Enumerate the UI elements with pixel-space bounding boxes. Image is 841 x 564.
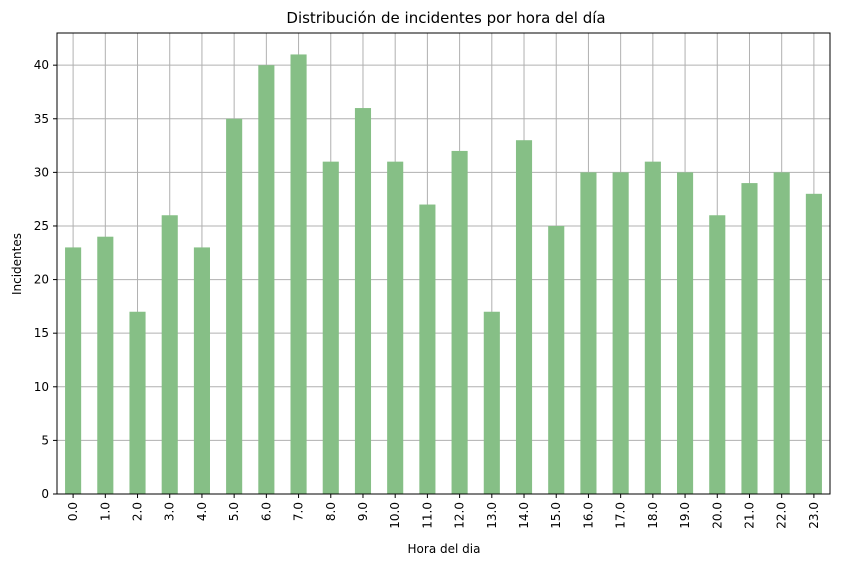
bar-23.0 xyxy=(805,193,822,494)
y-tick-label: 40 xyxy=(34,58,49,72)
bar-0.0 xyxy=(65,247,82,494)
x-tick-label: 2.0 xyxy=(131,502,145,521)
bar-20.0 xyxy=(709,215,726,495)
y-tick-label: 20 xyxy=(34,273,49,287)
x-axis-label: Hora del dia xyxy=(408,542,481,556)
bar-2.0 xyxy=(129,311,146,494)
bar-10.0 xyxy=(387,161,404,494)
bar-5.0 xyxy=(226,118,243,494)
bar-14.0 xyxy=(515,140,533,495)
x-tick-label: 1.0 xyxy=(98,502,112,521)
x-tick-label: 9.0 xyxy=(356,502,370,521)
x-tick-label: 18.0 xyxy=(646,502,660,529)
x-tick-label: 16.0 xyxy=(581,502,595,529)
y-tick-label: 25 xyxy=(34,219,49,233)
y-axis-label: Incidentes xyxy=(10,233,24,295)
x-tick-label: 22.0 xyxy=(775,502,789,529)
bar-17.0 xyxy=(612,172,629,495)
bar-11.0 xyxy=(419,204,436,494)
bar-22.0 xyxy=(773,172,790,495)
x-tick-label: 14.0 xyxy=(517,502,531,529)
x-tick-label: 13.0 xyxy=(485,502,499,529)
y-tick-label: 5 xyxy=(41,433,49,447)
bar-1.0 xyxy=(97,236,114,494)
bar-18.0 xyxy=(644,161,661,494)
x-tick-label: 17.0 xyxy=(614,502,628,529)
bar-layer xyxy=(65,54,822,495)
x-tick-label: 15.0 xyxy=(549,502,563,529)
bar-3.0 xyxy=(161,215,178,495)
bar-19.0 xyxy=(677,172,694,495)
bar-13.0 xyxy=(483,311,500,494)
x-tick-label: 8.0 xyxy=(324,502,338,521)
bar-12.0 xyxy=(451,150,468,494)
bar-16.0 xyxy=(580,172,597,495)
axis-layer: 0 5 10 15 20 25 30 35 40 0.0 1.0 2.0 3.0 4.0 5.0 6.0 7.0… xyxy=(34,58,821,529)
x-tick-label: 5.0 xyxy=(227,502,241,521)
x-tick-label: 20.0 xyxy=(710,502,724,529)
bar-9.0 xyxy=(354,108,372,494)
y-tick-label: 30 xyxy=(34,165,49,179)
plot-frame xyxy=(56,32,831,495)
x-tick-label: 21.0 xyxy=(742,502,756,529)
x-tick-label: 4.0 xyxy=(195,502,209,521)
bar-7.0 xyxy=(290,54,307,494)
chart-title: Distribución de incidentes por hora del … xyxy=(286,9,605,27)
bar-21.0 xyxy=(741,183,758,494)
x-tick-label: 0.0 xyxy=(66,502,80,521)
x-tick-label: 19.0 xyxy=(678,502,692,529)
x-tick-label: 6.0 xyxy=(259,502,273,521)
bar-8.0 xyxy=(322,161,339,494)
y-tick-label: 35 xyxy=(34,112,49,126)
x-tick-label: 23.0 xyxy=(807,502,821,529)
y-tick-label: 15 xyxy=(34,326,49,340)
x-tick-label: 3.0 xyxy=(163,502,177,521)
y-tick-label: 10 xyxy=(34,380,49,394)
y-tick-label: 0 xyxy=(41,487,49,501)
bar-15.0 xyxy=(548,225,565,494)
x-tick-label: 12.0 xyxy=(453,502,467,529)
x-tick-label: 11.0 xyxy=(420,502,434,529)
x-tick-label: 7.0 xyxy=(292,502,306,521)
bar-6.0 xyxy=(258,65,275,495)
x-tick-label: 10.0 xyxy=(388,502,402,529)
bar-4.0 xyxy=(193,247,210,494)
